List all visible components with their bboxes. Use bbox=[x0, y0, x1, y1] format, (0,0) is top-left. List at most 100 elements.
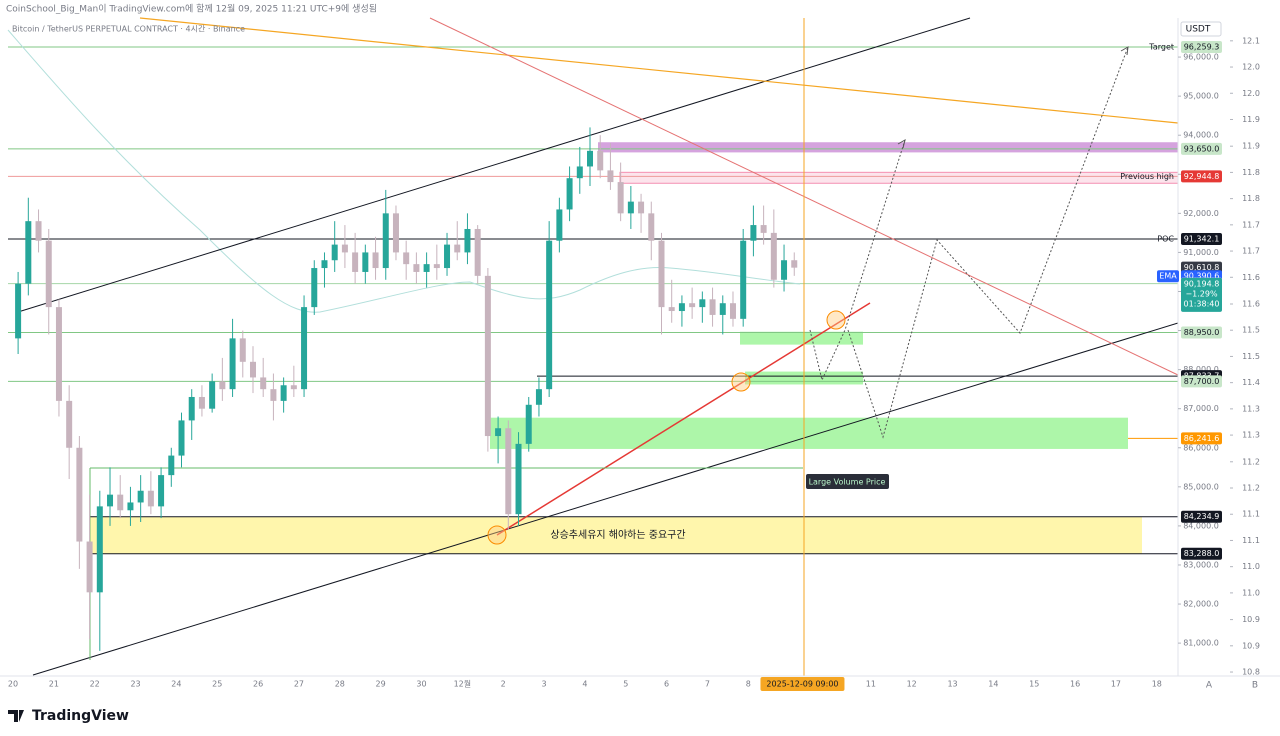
candle-body bbox=[658, 240, 665, 308]
last-price-text: 90,194.8 bbox=[1184, 279, 1220, 288]
candle-body bbox=[25, 221, 32, 284]
price-label-box bbox=[1181, 547, 1222, 560]
level-layer bbox=[8, 46, 1178, 555]
x-tick-label: 2 bbox=[501, 680, 506, 689]
price-label: 90,390.6 bbox=[1184, 272, 1220, 281]
candle-body bbox=[372, 252, 379, 269]
candle-body bbox=[96, 506, 103, 593]
y-tick-label: 91,000.0 bbox=[1183, 248, 1219, 257]
cursor-label-box bbox=[760, 677, 845, 691]
candle-body bbox=[770, 232, 777, 280]
scale-button[interactable]: B bbox=[1252, 681, 1258, 691]
price-label: 96,259.3 bbox=[1184, 42, 1220, 51]
zone bbox=[740, 331, 863, 345]
price-label: 91,342.1 bbox=[1184, 235, 1220, 244]
x-tick-label: 15 bbox=[1029, 680, 1039, 689]
candle-body bbox=[566, 178, 573, 210]
candle-body bbox=[413, 264, 420, 272]
candle-body bbox=[546, 240, 553, 390]
volume-note: Large Volume Price bbox=[809, 478, 886, 487]
scale-button[interactable]: A bbox=[1206, 681, 1213, 691]
candle-body bbox=[454, 244, 461, 253]
price-label-box bbox=[1181, 142, 1222, 155]
y2-tick-label: 12.0 bbox=[1242, 89, 1260, 98]
y2-tick-label: 11.5 bbox=[1242, 326, 1260, 335]
candle-body bbox=[648, 213, 655, 241]
level-text: POC bbox=[1157, 235, 1174, 244]
projection-arrows bbox=[897, 46, 1129, 149]
ema-curve bbox=[7, 29, 801, 313]
candle-body bbox=[576, 166, 583, 179]
y2-tick-label: 11.9 bbox=[1242, 115, 1260, 124]
candle-body bbox=[505, 428, 512, 515]
y2-tick-label: 10.8 bbox=[1242, 668, 1260, 677]
candle-body bbox=[433, 264, 440, 269]
candle-body bbox=[107, 494, 114, 507]
x-tick-label: 21 bbox=[49, 680, 59, 689]
candle-body bbox=[137, 490, 144, 503]
y2-tick-label: 10.9 bbox=[1242, 615, 1260, 624]
y-tick-label: 82,000.0 bbox=[1183, 600, 1219, 609]
candle-body bbox=[781, 260, 788, 280]
author-line: CoinSchool_Big_Man이 TradingView.com에 함께 … bbox=[6, 3, 377, 15]
channel-upper bbox=[17, 17, 971, 313]
y2-tick-label: 11.2 bbox=[1242, 484, 1260, 493]
x-tick-label: 29 bbox=[376, 680, 386, 689]
price-label: 86,241.6 bbox=[1184, 434, 1220, 443]
candle-body bbox=[55, 307, 62, 401]
y-tick-label: 95,000.0 bbox=[1183, 92, 1219, 101]
candle-body bbox=[15, 283, 22, 339]
candle-body bbox=[260, 377, 267, 390]
y-tick-label: 96,000.0 bbox=[1183, 53, 1219, 62]
price-label-box bbox=[1181, 510, 1222, 523]
x-tick-label: 8 bbox=[746, 680, 751, 689]
price-label-box bbox=[1181, 432, 1222, 445]
drawings bbox=[7, 17, 1179, 676]
level-tag: EMA bbox=[1159, 272, 1177, 281]
y2-tick-label: 12.0 bbox=[1242, 63, 1260, 72]
candle-body bbox=[86, 541, 93, 593]
candle-body bbox=[535, 389, 542, 405]
zone-label: 상승추세유지 해야하는 중요구간 bbox=[550, 528, 685, 541]
candle-body bbox=[689, 303, 696, 308]
y2-tick-label: 10.9 bbox=[1242, 641, 1260, 650]
candle-body bbox=[117, 494, 124, 511]
candle-body bbox=[525, 404, 532, 444]
candle-body bbox=[168, 455, 175, 476]
candle-body bbox=[750, 225, 757, 241]
candle-body bbox=[35, 221, 42, 241]
y2-tick-label: 11.3 bbox=[1242, 431, 1260, 440]
candle-body bbox=[760, 225, 767, 233]
candle-body bbox=[607, 170, 614, 183]
last-price-text: 01:38:40 bbox=[1184, 299, 1220, 308]
candle-body bbox=[147, 490, 154, 507]
y-tick-label: 94,000.0 bbox=[1183, 131, 1219, 140]
candle-body bbox=[382, 213, 389, 269]
candle-body bbox=[678, 303, 685, 312]
y2-tick-label: 11.6 bbox=[1242, 299, 1260, 308]
candle-body bbox=[188, 396, 195, 421]
candle-body bbox=[484, 275, 491, 437]
candle-body bbox=[474, 228, 481, 276]
x-tick-label: 28 bbox=[335, 680, 345, 689]
y2-tick-label: 11.7 bbox=[1242, 220, 1260, 229]
level-text: Previous high bbox=[1120, 172, 1174, 181]
y2-tick-label: 11.7 bbox=[1242, 247, 1260, 256]
y2-tick-label: 11.8 bbox=[1242, 168, 1260, 177]
candle-body bbox=[270, 389, 277, 401]
candle-body bbox=[362, 252, 369, 272]
candle-body bbox=[290, 385, 297, 390]
x-tick-label: 23 bbox=[130, 680, 140, 689]
y-tick-label: 86,000.0 bbox=[1183, 443, 1219, 452]
x-tick-label: 30 bbox=[416, 680, 426, 689]
price-label-box bbox=[1181, 375, 1222, 388]
price-label: 84,234.9 bbox=[1184, 512, 1220, 521]
candle-body bbox=[341, 244, 348, 253]
candle-body bbox=[444, 244, 451, 269]
y2-tick-label: 11.2 bbox=[1242, 457, 1260, 466]
candle-body bbox=[158, 475, 165, 507]
price-label: 83,288.0 bbox=[1184, 549, 1220, 558]
candle-body bbox=[178, 420, 185, 456]
